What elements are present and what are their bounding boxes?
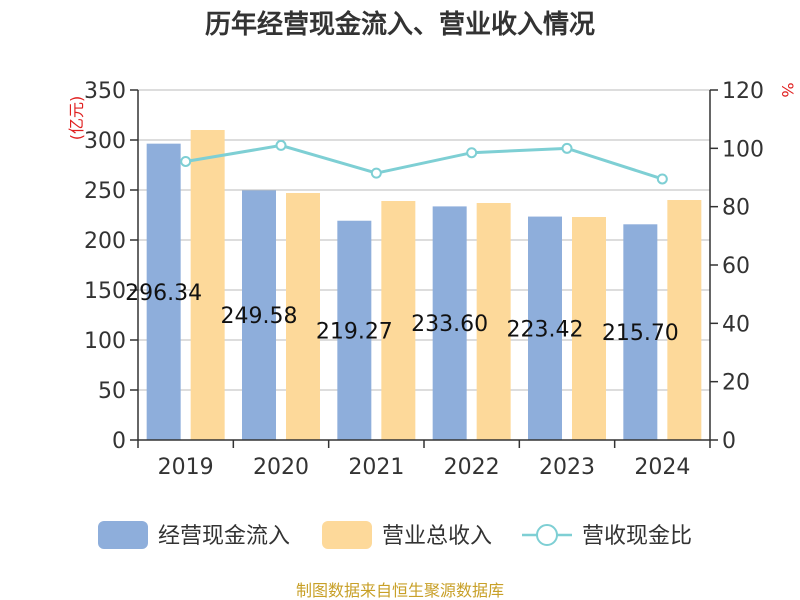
grid-lines — [138, 89, 710, 391]
chart-title: 历年经营现金流入、营业收入情况 — [205, 9, 595, 40]
bar-revenue — [667, 200, 702, 440]
y-right-tick-label: 120 — [722, 79, 764, 104]
x-tick-label: 2021 — [348, 455, 404, 480]
source-note: 制图数据来自恒生聚源数据库 — [296, 581, 504, 600]
legend-label: 经营现金流入 — [158, 524, 290, 549]
x-tick-label: 2023 — [539, 455, 595, 480]
bar-revenue — [381, 201, 416, 440]
data-label-cash-inflow: 296.34 — [125, 281, 202, 306]
bar-cash-inflow — [623, 224, 658, 440]
legend: 经营现金流入 营业总收入 营收现金比 — [98, 521, 692, 549]
bar-cash-inflow — [242, 190, 276, 440]
y-right-unit-label: % — [778, 82, 797, 97]
x-tick-label: 2024 — [634, 455, 690, 480]
bar-revenue — [286, 193, 320, 440]
y-right-tick-label: 40 — [722, 312, 750, 337]
point-ratio — [180, 155, 192, 167]
legend-swatch — [322, 521, 372, 549]
x-tick-label: 2020 — [253, 455, 309, 480]
point-ratio — [370, 167, 382, 179]
data-label-cash-inflow: 233.60 — [411, 312, 488, 337]
bar-revenue — [572, 217, 606, 440]
y-right-tick-label: 80 — [722, 196, 750, 221]
x-tick-label: 2019 — [158, 455, 214, 480]
bar-cash-inflow — [432, 206, 467, 440]
legend-swatch — [98, 521, 148, 549]
y-right-tick-label: 60 — [722, 254, 750, 279]
data-label-cash-inflow: 223.42 — [507, 317, 584, 342]
point-ratio — [561, 142, 573, 154]
bar-cash-inflow — [146, 143, 181, 440]
data-label-cash-inflow: 219.27 — [316, 319, 393, 344]
y-left-tick-label: 100 — [84, 329, 126, 354]
y-left-unit-label: (亿元) — [67, 96, 86, 141]
y-left-tick-label: 50 — [98, 379, 126, 404]
y-right-tick-label: 20 — [722, 371, 750, 396]
y-left-tick-label: 250 — [84, 179, 126, 204]
data-labels: 296.34 249.58 219.27 233.60 223.42 215.70 — [125, 281, 679, 346]
y-left-tick-label: 350 — [84, 79, 126, 104]
y-right-tick-label: 0 — [722, 429, 736, 454]
bar-revenue — [190, 130, 225, 440]
bar-cash-inflow — [528, 216, 562, 440]
data-label-cash-inflow: 249.58 — [221, 304, 298, 329]
legend-label: 营收现金比 — [582, 524, 692, 549]
y-left-tick-label: 150 — [84, 279, 126, 304]
y-left-tick-label: 200 — [84, 229, 126, 254]
data-label-cash-inflow: 215.70 — [602, 321, 679, 346]
point-ratio — [275, 139, 287, 151]
axes: 0 50 100 150 200 250 300 350 0 20 40 60 80 100 120 2019… — [84, 79, 764, 480]
y-left-tick-label: 0 — [112, 429, 126, 454]
point-ratio — [656, 173, 668, 185]
point-ratio — [466, 147, 478, 159]
line-ratio — [185, 143, 663, 181]
bar-series — [146, 130, 702, 440]
line-series — [180, 139, 668, 185]
legend-marker — [536, 524, 558, 546]
x-tick-label: 2022 — [444, 455, 500, 480]
y-right-tick-label: 100 — [722, 137, 764, 162]
bar-revenue — [476, 203, 511, 440]
y-left-tick-label: 300 — [84, 129, 126, 154]
bar-cash-inflow — [337, 220, 372, 440]
legend-label: 营业总收入 — [382, 524, 492, 549]
